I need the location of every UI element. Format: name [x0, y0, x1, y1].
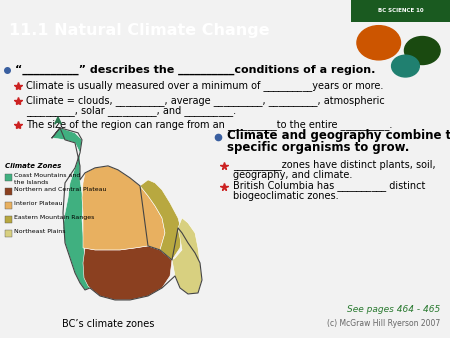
Bar — [5, 230, 12, 237]
Text: Climate is usually measured over a minimum of __________years or more.: Climate is usually measured over a minim… — [26, 80, 383, 91]
Text: Coast Mountains and: Coast Mountains and — [14, 173, 81, 178]
Text: Interior Plateau: Interior Plateau — [14, 201, 63, 207]
Text: (c) McGraw Hill Ryerson 2007: (c) McGraw Hill Ryerson 2007 — [327, 319, 440, 329]
Polygon shape — [52, 128, 90, 290]
Text: __________zones have distinct plants, soil,: __________zones have distinct plants, so… — [233, 160, 436, 170]
Text: geography, and climate.: geography, and climate. — [233, 170, 352, 180]
Polygon shape — [140, 180, 182, 260]
Bar — [5, 216, 12, 223]
Text: biogeoclimatic zones.: biogeoclimatic zones. — [233, 191, 338, 201]
Circle shape — [357, 26, 400, 60]
Text: __________, solar __________, and __________.: __________, solar __________, and ______… — [26, 105, 236, 116]
Text: the Islands: the Islands — [14, 180, 49, 185]
Text: Climate Zones: Climate Zones — [5, 163, 61, 169]
Bar — [351, 0, 450, 22]
Bar — [5, 202, 12, 209]
Text: “__________” describes the __________conditions of a region.: “__________” describes the __________con… — [15, 65, 375, 75]
Polygon shape — [82, 166, 165, 250]
Circle shape — [392, 55, 419, 77]
Text: Climate and geography combine to allow: Climate and geography combine to allow — [227, 129, 450, 142]
Text: BC’s climate zones: BC’s climate zones — [62, 319, 154, 329]
Text: 11.1 Natural Climate Change: 11.1 Natural Climate Change — [9, 23, 270, 38]
Circle shape — [405, 37, 440, 65]
Bar — [5, 188, 12, 195]
Text: Climate = clouds, __________, average __________, __________, atmospheric: Climate = clouds, __________, average __… — [26, 95, 385, 106]
Text: Northern and Central Plateau: Northern and Central Plateau — [14, 187, 107, 192]
Text: specific organisms to grow.: specific organisms to grow. — [227, 141, 410, 154]
Text: Northeast Plains: Northeast Plains — [14, 230, 66, 235]
Text: See pages 464 - 465: See pages 464 - 465 — [347, 306, 440, 314]
Polygon shape — [172, 218, 202, 294]
Text: British Columbia has __________ distinct: British Columbia has __________ distinct — [233, 180, 425, 191]
Text: The size of the region can range from an __________to the entire __________.: The size of the region can range from an… — [26, 119, 392, 130]
Bar — [5, 174, 12, 181]
Polygon shape — [83, 246, 172, 300]
Text: Eastern Mountain Ranges: Eastern Mountain Ranges — [14, 215, 94, 220]
Text: BC SCIENCE 10: BC SCIENCE 10 — [378, 8, 423, 14]
